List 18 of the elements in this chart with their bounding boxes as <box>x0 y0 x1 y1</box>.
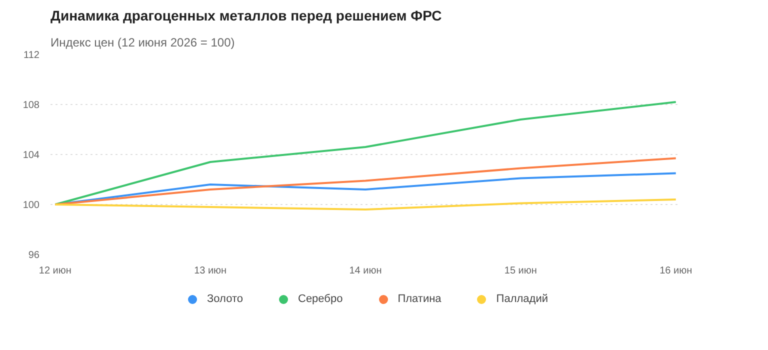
y-tick-label: 100 <box>22 200 40 211</box>
x-tick-label: 13 июн <box>194 266 227 276</box>
x-tick-label: 14 июн <box>349 266 382 276</box>
legend-label: Золото <box>207 293 243 305</box>
x-tick-label: 12 июн <box>38 266 72 276</box>
line-series <box>54 198 677 210</box>
legend-label: Палладий <box>496 293 548 305</box>
chart-subtitle: Индекс цен (12 июня 2026 = 100) <box>50 36 235 50</box>
legend-label: Платина <box>398 293 442 305</box>
line-series <box>54 101 677 206</box>
y-tick-label: 108 <box>22 100 40 111</box>
x-tick-label: 15 июн <box>504 266 537 276</box>
y-tick-label: 112 <box>24 50 40 61</box>
x-tick-label: 16 июн <box>660 266 692 276</box>
y-tick-label: 96 <box>28 250 40 261</box>
y-tick-label: 104 <box>22 150 40 161</box>
chart-title: Динамика драгоценных металлов перед решением ФРС <box>50 8 442 24</box>
legend-label: Серебро <box>298 293 343 305</box>
